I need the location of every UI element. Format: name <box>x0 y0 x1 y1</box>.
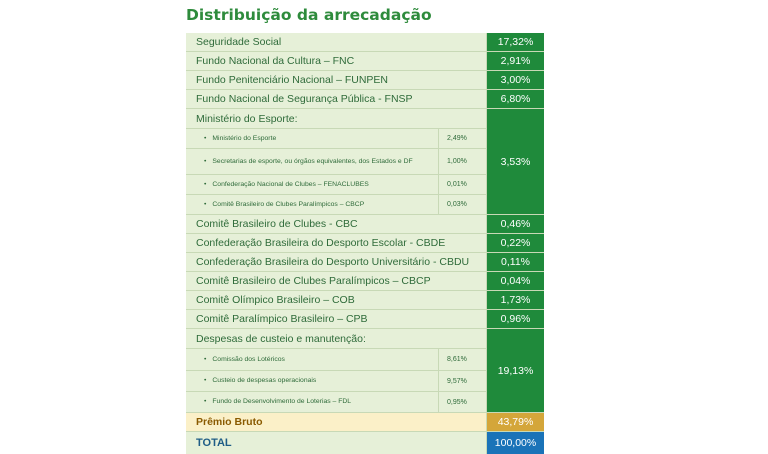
row-label: Comitê Paralímpico Brasileiro – CPB <box>186 310 487 328</box>
table-row: Comitê Brasileiro de Clubes - CBC 0,46% <box>186 215 544 234</box>
sub-row: • Secretarias de esporte, ou órgãos equiv… <box>186 148 486 174</box>
bullet-icon: • <box>204 377 207 384</box>
sub-value: 1,00% <box>447 158 467 165</box>
row-value: 6,80% <box>487 90 544 108</box>
sub-value: 8,61% <box>447 356 467 363</box>
row-label: Fundo Nacional de Segurança Pública - FN… <box>186 90 487 108</box>
table-row: Fundo Penitenciário Nacional – FUNPEN 3,… <box>186 71 544 90</box>
row-label: Comitê Brasileiro de Clubes - CBC <box>186 215 487 233</box>
row-label: Seguridade Social <box>186 33 487 51</box>
custeio-group: Despesas de custeio e manutenção: • Comis… <box>186 329 544 413</box>
table-row: Comitê Brasileiro de Clubes Paralímpicos… <box>186 272 544 291</box>
row-value: 0,22% <box>487 234 544 252</box>
row-label: Comitê Brasileiro de Clubes Paralímpicos… <box>186 272 487 290</box>
sub-value: 0,03% <box>447 201 467 208</box>
bullet-icon: • <box>204 134 207 142</box>
sub-value: 0,01% <box>447 181 467 188</box>
row-label: Confederação Brasileira do Desporto Univ… <box>186 253 487 271</box>
row-label: Comitê Olímpico Brasileiro – COB <box>186 291 487 309</box>
row-label: TOTAL <box>186 432 487 454</box>
row-value: 0,46% <box>487 215 544 233</box>
sub-row: • Custeio de despesas operacionais 9,57% <box>186 370 486 391</box>
bullet-icon: • <box>204 200 207 208</box>
row-value: 0,11% <box>487 253 544 271</box>
esporte-group: Ministério do Esporte: • Ministério do Es… <box>186 109 544 215</box>
sub-row: • Comitê Brasileiro de Clubes Paralímpico… <box>186 194 486 214</box>
total-row: TOTAL 100,00% <box>186 432 544 454</box>
row-label: Confederação Brasileira do Desporto Esco… <box>186 234 487 252</box>
sub-label: Ministério do Esporte <box>212 134 277 142</box>
table-row: Comitê Paralímpico Brasileiro – CPB 0,96… <box>186 310 544 329</box>
table-row: Confederação Brasileira do Desporto Esco… <box>186 234 544 253</box>
row-label: Fundo Penitenciário Nacional – FUNPEN <box>186 71 487 89</box>
sub-row: • Comissão dos Lotéricos 8,61% <box>186 348 486 370</box>
table-row: Confederação Brasileira do Desporto Univ… <box>186 253 544 272</box>
sub-label: Comissão dos Lotéricos <box>212 355 285 363</box>
group-value: 19,13% <box>487 329 544 412</box>
sub-label: Fundo de Desenvolvimento de Loterias – F… <box>212 398 352 405</box>
sub-value: 0,95% <box>447 398 467 406</box>
sub-label: Confederação Nacional de Clubes – FENACL… <box>212 180 369 188</box>
row-value: 100,00% <box>487 432 544 454</box>
sub-row: • Confederação Nacional de Clubes – FENAC… <box>186 174 486 194</box>
sub-value: 2,49% <box>447 135 467 142</box>
sub-label: Custeio de despesas operacionais <box>212 377 317 384</box>
sub-label: Secretarias de esporte, ou órgãos equiva… <box>212 157 413 165</box>
sub-row: • Fundo de Desenvolvimento de Loterias – … <box>186 391 486 412</box>
table-row: Seguridade Social 17,32% <box>186 33 544 52</box>
sub-label: Comitê Brasileiro de Clubes Paralímpicos… <box>212 200 365 208</box>
table-row: Comitê Olímpico Brasileiro – COB 1,73% <box>186 291 544 310</box>
table-row: Fundo Nacional de Segurança Pública - FN… <box>186 90 544 109</box>
page-title: Distribuição da arrecadação <box>186 6 432 24</box>
row-value: 1,73% <box>487 291 544 309</box>
bullet-icon: • <box>204 398 207 405</box>
row-value: 17,32% <box>487 33 544 51</box>
row-value: 2,91% <box>487 52 544 70</box>
row-value: 43,79% <box>487 413 544 431</box>
premio-row: Prêmio Bruto 43,79% <box>186 413 544 432</box>
bullet-icon: • <box>204 180 207 188</box>
row-value: 0,04% <box>487 272 544 290</box>
row-label: Prêmio Bruto <box>186 413 487 431</box>
distribution-table: Seguridade Social 17,32% Fundo Nacional … <box>186 33 544 454</box>
group-title: Ministério do Esporte: <box>196 112 298 125</box>
group-title: Despesas de custeio e manutenção: <box>196 332 366 345</box>
sub-value: 9,57% <box>447 377 467 385</box>
group-value: 3,53% <box>487 109 544 214</box>
table-row: Fundo Nacional da Cultura – FNC 2,91% <box>186 52 544 71</box>
bullet-icon: • <box>204 355 207 363</box>
bullet-icon: • <box>204 157 207 165</box>
row-label: Fundo Nacional da Cultura – FNC <box>186 52 487 70</box>
row-value: 0,96% <box>487 310 544 328</box>
sub-row: • Ministério do Esporte 2,49% <box>186 128 486 148</box>
row-value: 3,00% <box>487 71 544 89</box>
